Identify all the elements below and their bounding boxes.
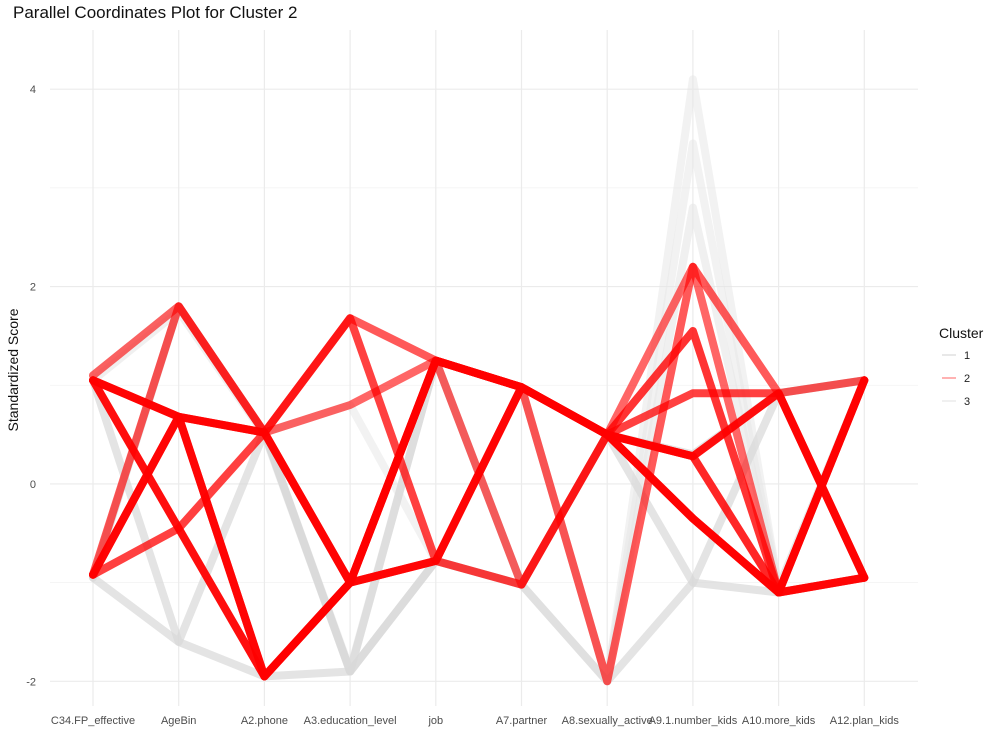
grid-layer	[50, 30, 918, 706]
x-tick-label: C34.FP_effective	[51, 715, 135, 727]
chart-title: Parallel Coordinates Plot for Cluster 2	[13, 3, 298, 22]
series-line-cluster-3	[89, 203, 869, 686]
x-tick-label: A12.plan_kids	[830, 715, 900, 727]
legend[interactable]: Cluster 1 2 3	[939, 325, 984, 408]
legend-label-3: 3	[964, 396, 970, 408]
y-tick-label: 2	[30, 282, 36, 294]
y-tick-labels: -2 0 2 4	[26, 84, 36, 688]
legend-items: 1 2 3	[942, 350, 970, 408]
series-line-cluster-2	[89, 356, 869, 681]
legend-label-2: 2	[964, 373, 970, 385]
x-tick-label: A7.partner	[496, 715, 548, 727]
y-tick-label: -2	[26, 676, 36, 688]
x-tick-label: A3.education_level	[304, 715, 397, 727]
series-layer	[89, 75, 869, 686]
x-tick-label: A9.1.number_kids	[649, 715, 738, 727]
y-axis-title: Standardized Score	[5, 308, 21, 431]
x-tick-label: A8.sexually_active	[562, 715, 653, 727]
x-tick-labels: C34.FP_effective AgeBin A2.phone A3.educati…	[51, 715, 899, 727]
x-tick-label: AgeBin	[161, 715, 196, 727]
series-line-cluster-2	[89, 314, 869, 589]
x-tick-label: job	[427, 715, 443, 727]
legend-title: Cluster	[939, 325, 984, 341]
x-tick-label: A10.more_kids	[742, 715, 816, 727]
x-tick-label: A2.phone	[241, 715, 288, 727]
legend-label-1: 1	[964, 350, 970, 362]
y-tick-label: 4	[30, 84, 36, 96]
y-tick-label: 0	[30, 479, 36, 491]
series-line-cluster-2	[89, 376, 869, 597]
